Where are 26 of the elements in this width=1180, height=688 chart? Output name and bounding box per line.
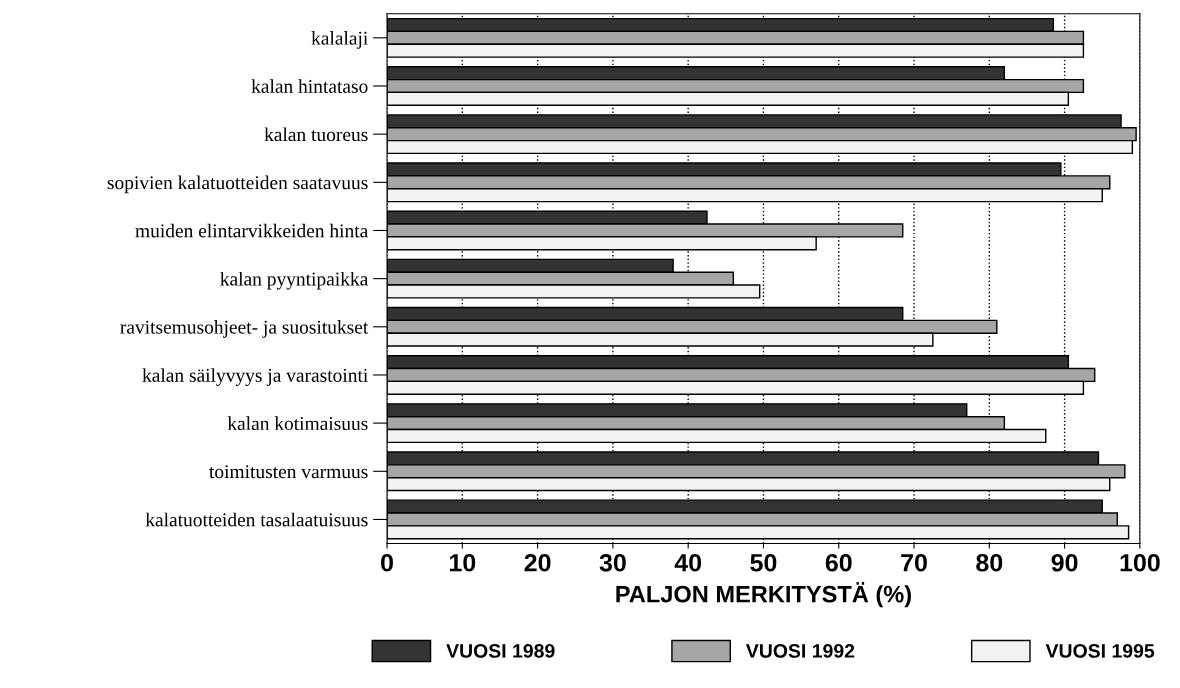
x-tick-label: 20: [524, 553, 551, 572]
x-tick-label: 10: [450, 553, 476, 572]
y-tick-label: muiden elintarvikkeiden hinta: [135, 223, 369, 238]
y-tick-label: kalan säilyvyys ja varastointi: [142, 368, 368, 386]
y-tick-label: kalan pyyntipaikka: [220, 271, 369, 290]
x-axis-title: PALJON MERKITYSTÄ (%): [616, 582, 911, 608]
y-tick-label: kalan hintataso: [251, 79, 368, 93]
y-tick-label: ravitsemusohjeet- ja suositukset: [120, 320, 369, 338]
x-tick-label: 100: [1120, 553, 1160, 572]
x-tick-label: 0: [381, 553, 393, 572]
x-tick-label: 60: [825, 553, 852, 572]
legend-label: VUOSI 1992: [745, 644, 855, 658]
y-tick-label: kalan tuoreus: [264, 127, 368, 142]
y-tick-label: kalalaji: [311, 31, 368, 49]
y-tick-label: kalatuotteiden tasalaatuisuus: [145, 512, 368, 527]
y-tick-label: kalan kotimaisuus: [227, 416, 368, 431]
x-tick-label: 40: [674, 553, 702, 572]
y-tick-label: toimitusten varmuus: [209, 465, 368, 479]
x-tick-label: 70: [901, 553, 927, 572]
legend-label: VUOSI 1989: [446, 644, 555, 658]
legend-label: VUOSI 1995: [1045, 644, 1155, 658]
x-tick-label: 50: [750, 553, 777, 572]
x-tick-label: 90: [1051, 553, 1078, 572]
x-tick-label: 80: [976, 553, 1003, 572]
y-tick-label: sopivien kalatuotteiden saatavuus: [107, 175, 368, 194]
x-tick-label: 30: [599, 553, 626, 572]
